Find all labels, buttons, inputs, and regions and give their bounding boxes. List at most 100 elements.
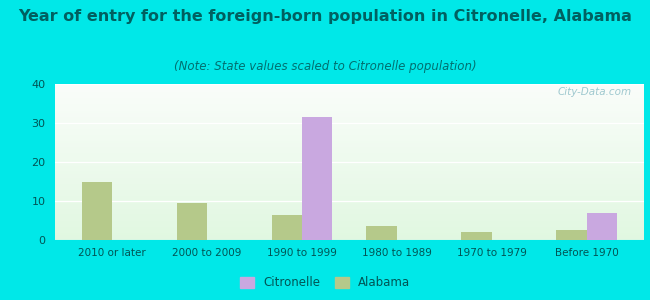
Bar bbox=[55, 122, 644, 123]
Bar bbox=[55, 183, 644, 184]
Bar bbox=[55, 154, 644, 155]
Bar bbox=[55, 218, 644, 219]
Bar bbox=[55, 223, 644, 224]
Bar bbox=[55, 160, 644, 161]
Bar bbox=[55, 147, 644, 148]
Bar bbox=[55, 92, 644, 93]
Bar bbox=[55, 182, 644, 183]
Bar bbox=[55, 142, 644, 143]
Bar bbox=[55, 201, 644, 202]
Bar bbox=[55, 184, 644, 185]
Bar bbox=[55, 149, 644, 150]
Bar bbox=[55, 206, 644, 207]
Bar bbox=[55, 235, 644, 236]
Bar bbox=[55, 169, 644, 170]
Bar bbox=[55, 171, 644, 172]
Bar bbox=[55, 108, 644, 109]
Bar bbox=[586, 213, 617, 240]
Bar bbox=[55, 102, 644, 103]
Bar bbox=[55, 145, 644, 146]
Bar bbox=[55, 118, 644, 119]
Bar bbox=[55, 170, 644, 171]
Bar bbox=[55, 172, 644, 173]
Bar bbox=[55, 177, 644, 178]
Bar bbox=[556, 230, 586, 240]
Bar bbox=[55, 217, 644, 218]
Bar bbox=[55, 232, 644, 233]
Bar bbox=[55, 226, 644, 227]
Bar bbox=[55, 111, 644, 112]
Bar bbox=[55, 216, 644, 217]
Bar bbox=[55, 158, 644, 159]
Bar bbox=[55, 120, 644, 121]
Bar bbox=[55, 204, 644, 205]
Bar bbox=[55, 89, 644, 90]
Bar bbox=[55, 112, 644, 113]
Bar bbox=[55, 180, 644, 181]
Bar bbox=[55, 109, 644, 110]
Bar bbox=[55, 107, 644, 108]
Bar bbox=[55, 166, 644, 167]
Bar bbox=[55, 174, 644, 175]
Bar bbox=[55, 211, 644, 212]
Bar bbox=[55, 163, 644, 164]
Bar bbox=[55, 238, 644, 239]
Bar bbox=[55, 159, 644, 160]
Bar bbox=[55, 114, 644, 115]
Bar bbox=[55, 84, 644, 85]
Bar bbox=[55, 189, 644, 190]
Bar bbox=[55, 90, 644, 91]
Bar bbox=[55, 192, 644, 193]
Bar bbox=[55, 137, 644, 138]
Bar bbox=[55, 125, 644, 126]
Bar bbox=[55, 110, 644, 111]
Bar bbox=[55, 88, 644, 89]
Bar bbox=[272, 215, 302, 240]
Bar bbox=[55, 225, 644, 226]
Bar bbox=[55, 133, 644, 134]
Bar bbox=[55, 233, 644, 234]
Bar bbox=[55, 115, 644, 116]
Bar bbox=[55, 198, 644, 199]
Bar bbox=[367, 226, 396, 240]
Bar bbox=[55, 179, 644, 180]
Bar bbox=[55, 119, 644, 120]
Bar bbox=[55, 196, 644, 197]
Bar bbox=[55, 126, 644, 127]
Bar bbox=[55, 207, 644, 208]
Bar bbox=[55, 135, 644, 136]
Text: Year of entry for the foreign-born population in Citronelle, Alabama: Year of entry for the foreign-born popul… bbox=[18, 9, 632, 24]
Bar bbox=[55, 130, 644, 131]
Bar bbox=[55, 222, 644, 223]
Bar bbox=[302, 117, 332, 240]
Bar bbox=[55, 231, 644, 232]
Bar bbox=[55, 214, 644, 215]
Bar bbox=[55, 229, 644, 230]
Bar bbox=[55, 167, 644, 168]
Bar bbox=[55, 131, 644, 132]
Bar bbox=[55, 203, 644, 204]
Bar bbox=[55, 104, 644, 105]
Bar bbox=[55, 99, 644, 100]
Bar bbox=[55, 161, 644, 162]
Bar bbox=[55, 228, 644, 229]
Bar bbox=[55, 121, 644, 122]
Bar bbox=[55, 168, 644, 169]
Bar bbox=[55, 153, 644, 154]
Bar bbox=[55, 230, 644, 231]
Bar bbox=[55, 213, 644, 214]
Bar bbox=[55, 195, 644, 196]
Bar bbox=[55, 185, 644, 186]
Bar bbox=[55, 188, 644, 189]
Bar bbox=[55, 155, 644, 156]
Bar bbox=[55, 239, 644, 240]
Bar bbox=[55, 93, 644, 94]
Bar bbox=[55, 190, 644, 191]
Bar bbox=[55, 117, 644, 118]
Bar bbox=[55, 146, 644, 147]
Bar bbox=[55, 141, 644, 142]
Bar bbox=[55, 160, 644, 161]
Bar bbox=[55, 162, 644, 163]
Bar bbox=[55, 194, 644, 195]
Bar bbox=[55, 237, 644, 238]
